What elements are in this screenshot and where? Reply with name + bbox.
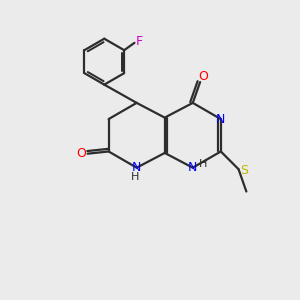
Text: N: N	[132, 161, 141, 174]
Text: N: N	[216, 112, 226, 126]
Text: F: F	[136, 35, 143, 48]
Text: H: H	[199, 159, 207, 169]
Text: H: H	[131, 172, 140, 182]
Text: N: N	[188, 161, 197, 174]
Text: O: O	[76, 147, 86, 160]
Text: O: O	[199, 70, 208, 83]
Text: S: S	[240, 164, 248, 177]
